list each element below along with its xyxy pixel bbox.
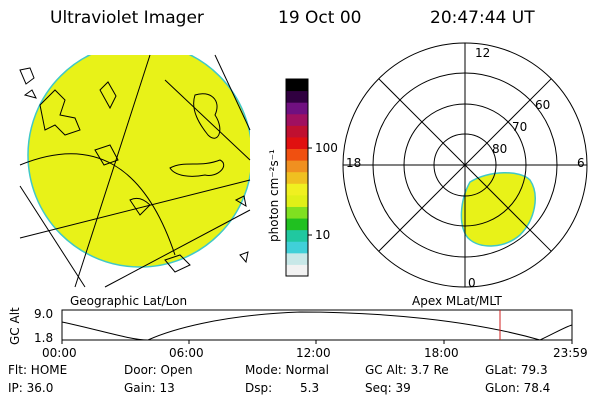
colorbar-frame xyxy=(285,78,309,277)
timeline-x-tick-1: 06:00 xyxy=(169,346,204,360)
colorbar-label-10: 10 xyxy=(315,228,331,242)
status-seq: Seq: 39 xyxy=(365,381,411,395)
mlat-label-60: 60 xyxy=(535,98,551,112)
colorbar-segment xyxy=(286,206,308,219)
mlt-label-0: 0 xyxy=(468,276,476,290)
colorbar-segment xyxy=(286,113,308,126)
colorbar xyxy=(285,78,312,277)
altitude-curve xyxy=(61,311,573,341)
colorbar-segment xyxy=(286,194,308,207)
timeline-x-tick-3: 18:00 xyxy=(424,346,459,360)
colorbar-segment xyxy=(286,160,308,173)
status-flt: Flt: HOME xyxy=(8,363,68,377)
timeline-frame xyxy=(61,309,573,341)
page-title: Ultraviolet Imager xyxy=(50,8,204,28)
geographic-map xyxy=(19,54,251,288)
colorbar-segment xyxy=(286,148,308,161)
mlat-label-70: 70 xyxy=(512,120,528,134)
status-dsp-label: Dsp: xyxy=(245,381,273,395)
status-door: Door: Open xyxy=(124,363,193,377)
polar-plot xyxy=(342,42,588,288)
status-dsp-value: 5.3 xyxy=(300,381,320,395)
colorbar-segment xyxy=(286,264,308,277)
colorbar-segment xyxy=(286,183,308,196)
timeline-x-tick-0: 00:00 xyxy=(42,346,77,360)
auroral-oval xyxy=(460,172,536,247)
date-label: 19 Oct 00 xyxy=(278,8,362,28)
status-gain: Gain: 13 xyxy=(124,381,175,395)
coastlines xyxy=(19,67,249,273)
colorbar-segment xyxy=(286,241,308,254)
polar-caption: Apex MLat/MLT xyxy=(412,294,502,308)
time-label: 20:47:44 UT xyxy=(430,8,535,28)
mlt-label-18: 18 xyxy=(346,156,362,170)
colorbar-segment xyxy=(286,102,308,115)
colorbar-segment xyxy=(286,125,308,138)
mlt-label-6: 6 xyxy=(577,156,585,170)
colorbar-label-100: 100 xyxy=(315,141,338,155)
colorbar-segment xyxy=(286,218,308,231)
timeline-y-tick-top: 9.0 xyxy=(34,307,54,321)
timeline-x-tick-2: 12:00 xyxy=(296,346,331,360)
orbit-timeline xyxy=(61,309,573,344)
status-gc-alt: GC Alt: 3.7 Re xyxy=(365,363,449,377)
colorbar-segment xyxy=(286,90,308,103)
status-ip: IP: 36.0 xyxy=(8,381,54,395)
timeline-x-tick-4: 23:59 xyxy=(553,346,588,360)
colorbar-segment xyxy=(286,229,308,242)
colorbar-segment xyxy=(286,136,308,150)
colorbar-unit-label: photon cm⁻²s⁻¹ xyxy=(267,149,281,242)
status-glat: GLat: 79.3 xyxy=(485,363,548,377)
status-glon: GLon: 78.4 xyxy=(485,381,551,395)
mlt-label-12: 12 xyxy=(475,46,491,60)
colorbar-segment xyxy=(286,252,308,265)
lat-lon-grid xyxy=(19,54,251,288)
uv-disk xyxy=(27,55,250,268)
polar-diagonal-2 xyxy=(378,78,552,252)
mlat-label-80: 80 xyxy=(492,142,508,156)
geographic-caption: Geographic Lat/Lon xyxy=(70,294,188,308)
colorbar-segment xyxy=(286,79,308,92)
colorbar-segment xyxy=(286,171,308,184)
timeline-y-tick-bottom: 1.8 xyxy=(34,331,54,345)
timeline-axis-label: GC Alt xyxy=(8,307,22,345)
status-mode: Mode: Normal xyxy=(245,363,329,377)
